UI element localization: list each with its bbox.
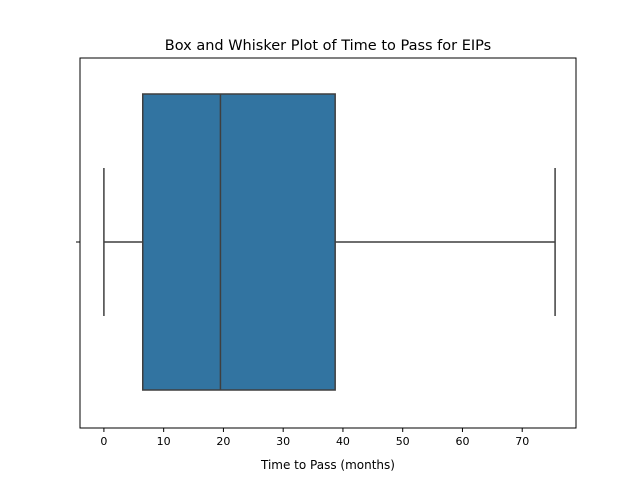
x-tick-label: 10 xyxy=(157,435,171,448)
plot-frame xyxy=(79,57,577,429)
x-tick-label: 50 xyxy=(396,435,410,448)
x-tick-label: 0 xyxy=(100,435,107,448)
x-axis-label: Time to Pass (months) xyxy=(260,458,395,472)
x-tick-label: 20 xyxy=(216,435,230,448)
iqr-box xyxy=(141,93,336,391)
chart-title: Box and Whisker Plot of Time to Pass for… xyxy=(165,38,491,54)
x-tick-label: 60 xyxy=(455,435,469,448)
x-axis: 0 10 20 30 40 50 60 70 xyxy=(100,428,529,448)
x-tick-label: 70 xyxy=(515,435,529,448)
x-tick-label: 30 xyxy=(276,435,290,448)
x-tick-label: 40 xyxy=(336,435,350,448)
box-marks xyxy=(103,93,556,391)
